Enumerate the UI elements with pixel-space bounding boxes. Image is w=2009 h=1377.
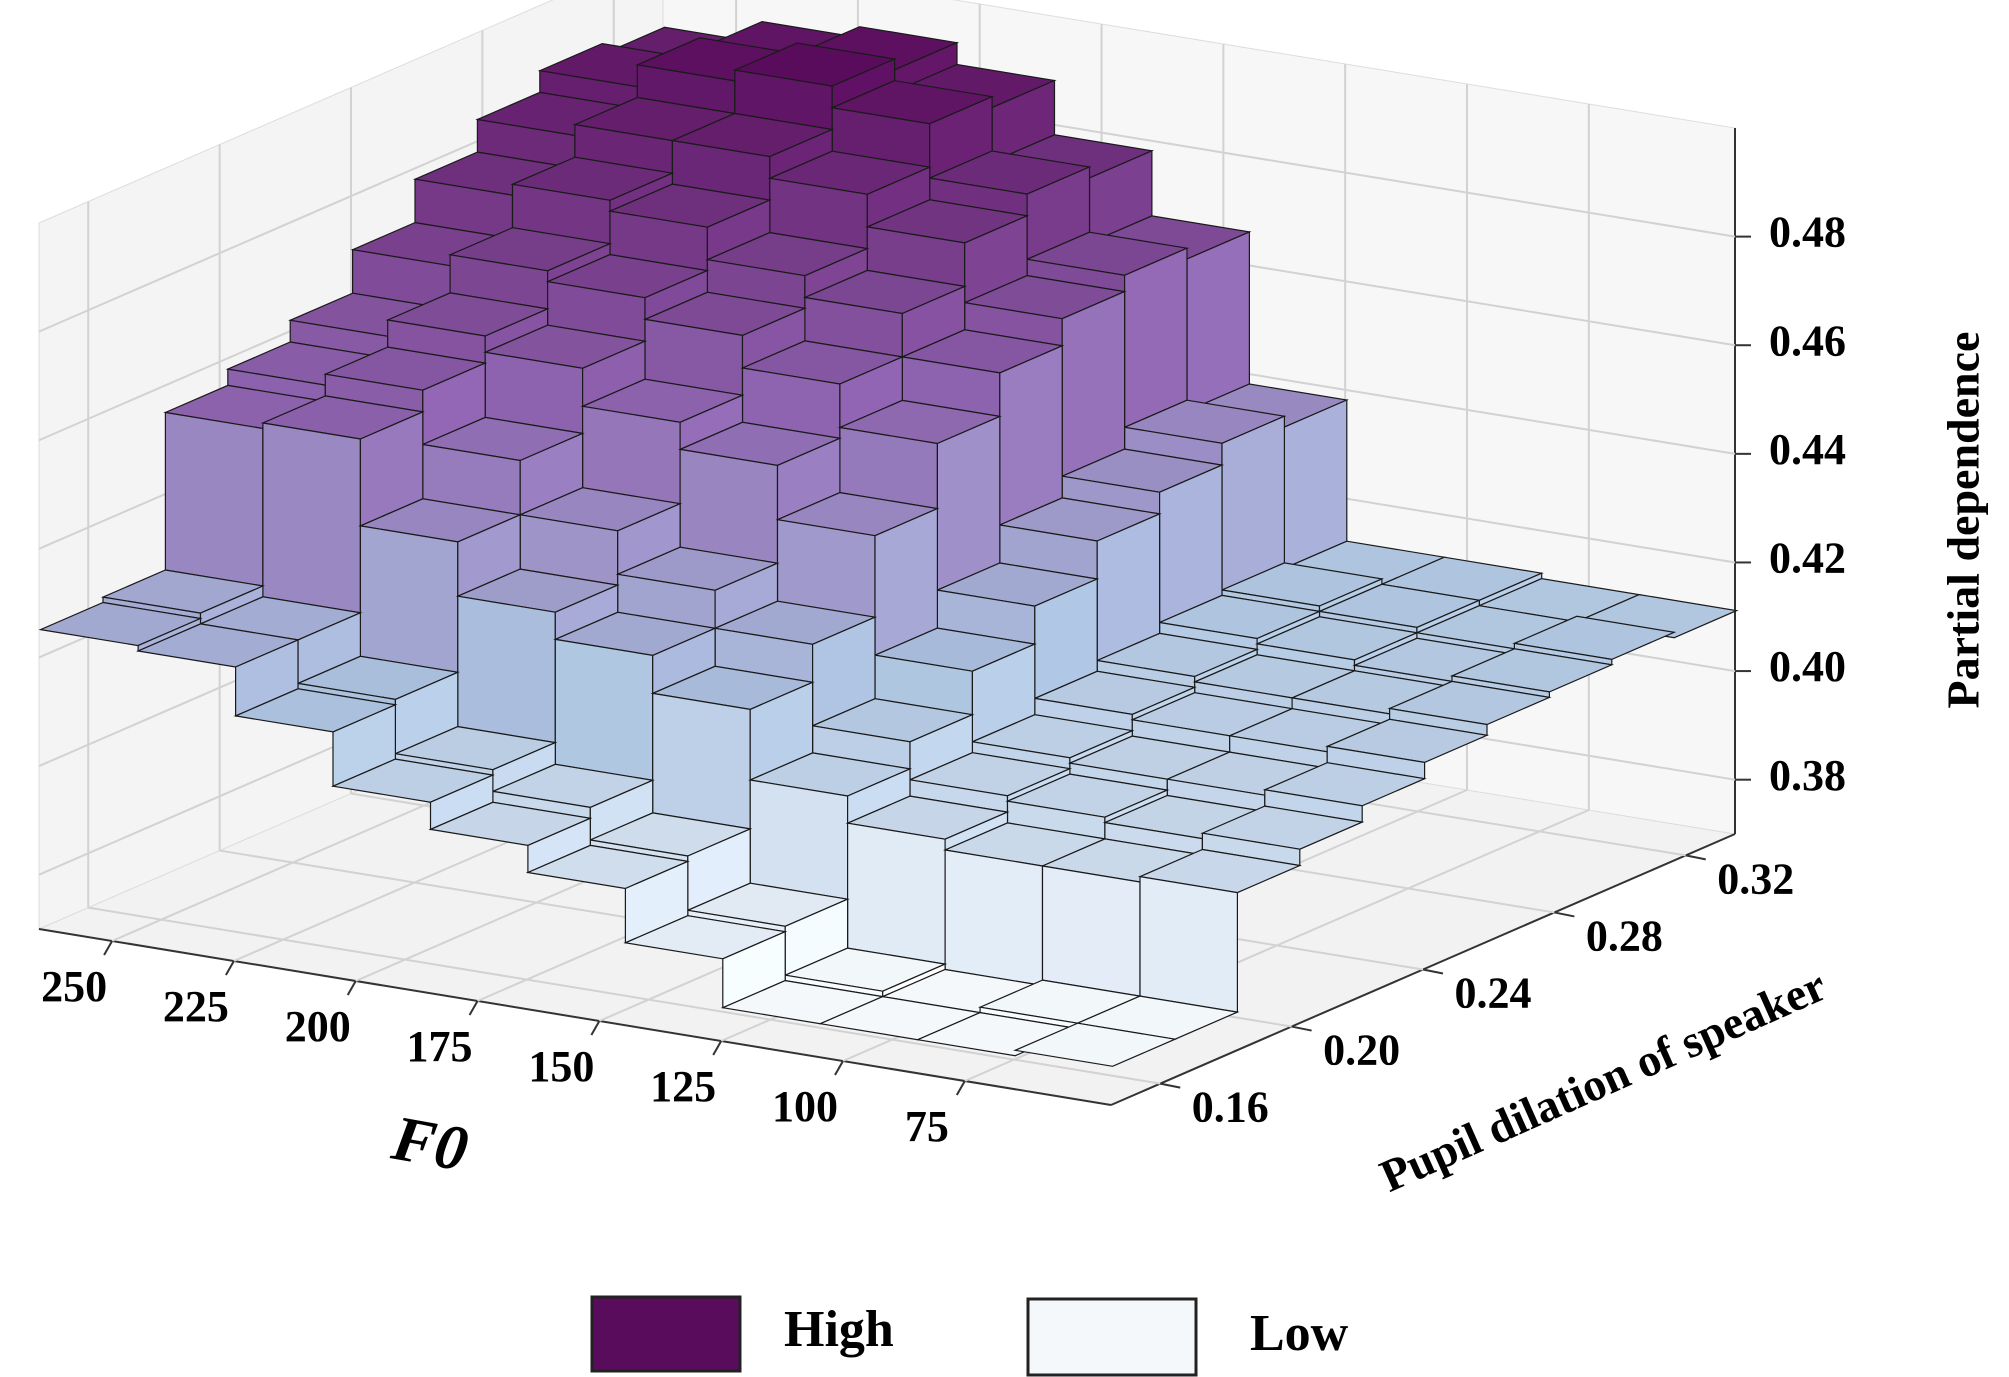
step-wall [679, 448, 779, 564]
x-tick-label: 175 [407, 1022, 473, 1071]
step-wall [1283, 399, 1348, 570]
x-tick [834, 1060, 844, 1076]
step-wall [1139, 875, 1239, 1013]
x-tick [590, 1020, 601, 1036]
y-tick-label: 0.20 [1323, 1026, 1400, 1075]
y-tick [1685, 854, 1706, 861]
x-tick [346, 980, 357, 996]
legend-swatch [1026, 1297, 1198, 1377]
y-tick-label: 0.24 [1455, 969, 1532, 1018]
step-wall [999, 344, 1063, 526]
x-tick [955, 1080, 966, 1096]
step-wall [936, 415, 1001, 592]
y-tick [1422, 968, 1444, 975]
z-tick-label: 0.40 [1769, 642, 1846, 691]
z-tick-label: 0.46 [1769, 316, 1846, 365]
step-wall [164, 411, 264, 587]
legend: High Low [590, 1295, 1349, 1377]
legend-label: Low [1250, 1305, 1349, 1362]
x-axis-label: F0 [386, 1102, 473, 1185]
surface-cell [1013, 1022, 1178, 1067]
x-tick-label: 225 [163, 982, 229, 1031]
step-wall [359, 525, 459, 674]
x-axis-line [38, 928, 1112, 1106]
step-wall [1123, 247, 1188, 429]
x-tick-label: 250 [41, 962, 107, 1011]
x-tick-label: 200 [285, 1002, 351, 1051]
step-wall [262, 422, 361, 614]
y-tick [1160, 1082, 1181, 1089]
step-wall [846, 822, 946, 965]
surface [38, 20, 1739, 1067]
y-tick-label: 0.32 [1717, 854, 1794, 903]
x-tick [712, 1040, 723, 1056]
step-wall [457, 595, 556, 744]
step-wall [776, 518, 876, 618]
y-axis-label: Pupil dilation of speaker [1373, 959, 1834, 1202]
y-tick [1291, 1025, 1312, 1032]
step-wall [554, 638, 654, 782]
x-tick [103, 940, 113, 956]
legend-label: High [784, 1301, 894, 1358]
y-tick [1554, 911, 1575, 918]
z-tick-label: 0.48 [1769, 208, 1846, 257]
legend-swatch [590, 1295, 742, 1373]
x-tick-label: 125 [650, 1062, 716, 1111]
step-wall [749, 779, 849, 900]
step-wall [1041, 865, 1141, 997]
step-wall [581, 405, 681, 505]
y-tick-label: 0.28 [1586, 912, 1663, 961]
z-axis-label: Partial dependence [1938, 332, 1989, 709]
y-tick-label: 0.16 [1192, 1083, 1269, 1132]
step-wall [1061, 290, 1126, 478]
step-wall [944, 849, 1044, 987]
z-tick-label: 0.38 [1769, 751, 1846, 800]
step-wall [1221, 415, 1286, 591]
step-wall [1186, 230, 1251, 413]
x-tick-label: 75 [905, 1102, 949, 1151]
step-wall [652, 692, 751, 830]
x-tick-label: 100 [772, 1082, 838, 1131]
grid-line [88, 906, 1161, 1085]
x-tick [468, 1000, 479, 1016]
x-tick [225, 960, 235, 976]
z-tick-label: 0.44 [1769, 425, 1846, 474]
x-tick-label: 150 [528, 1042, 594, 1091]
z-tick-label: 0.42 [1769, 534, 1846, 583]
